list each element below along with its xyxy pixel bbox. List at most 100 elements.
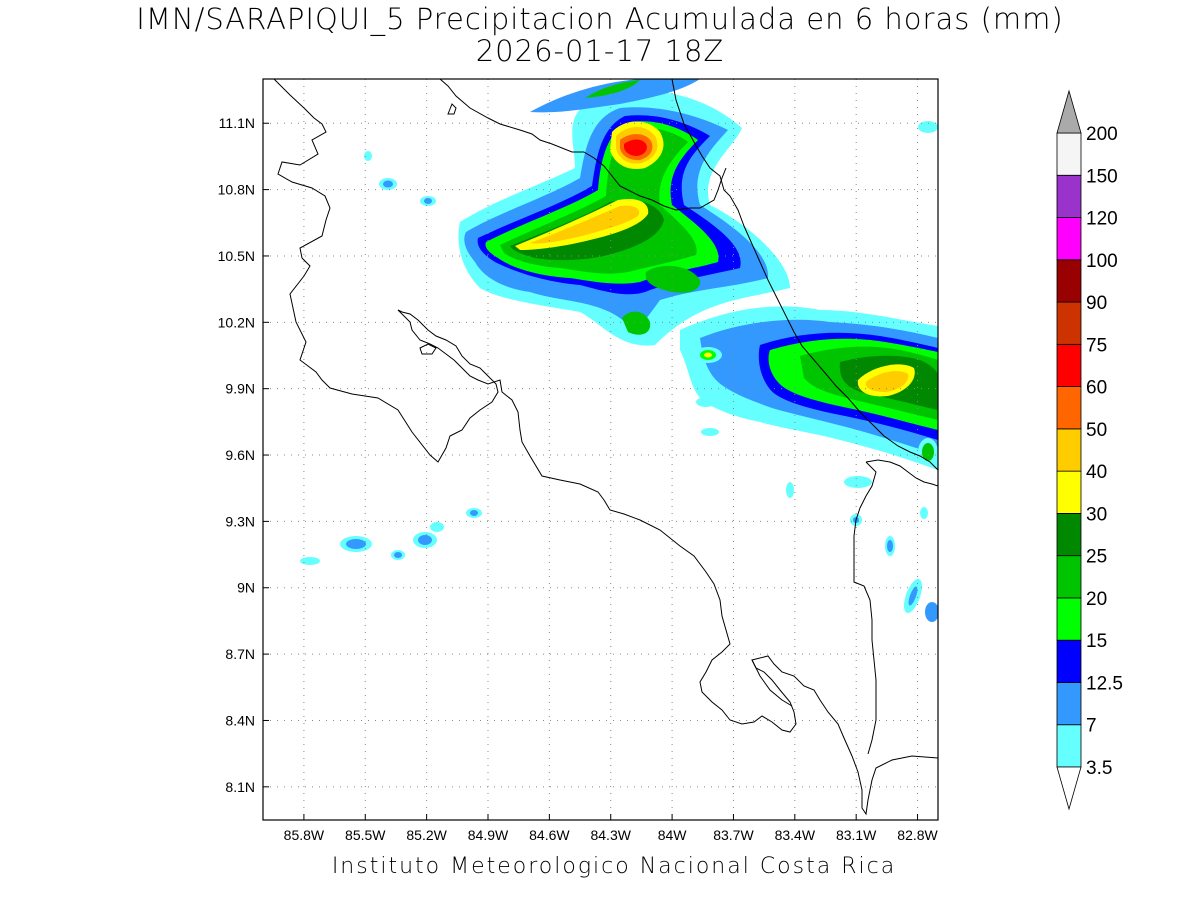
- precip-cell-small: [346, 539, 366, 549]
- lon-tick-label: 84.3W: [590, 827, 631, 843]
- lon-tick-label: 84W: [658, 827, 688, 843]
- colorbar-level-label: 3.5: [1086, 758, 1112, 779]
- plot-frame: [262, 78, 939, 821]
- precip-cell-small: [704, 352, 712, 358]
- colorbar-swatch: [1056, 597, 1082, 641]
- precip-cell-small: [786, 482, 794, 498]
- precip-cell-small: [430, 522, 444, 532]
- lon-tick-label: 85.2W: [406, 827, 447, 843]
- lat-tick-label: 8.1N: [225, 779, 255, 795]
- island-chira: [419, 343, 437, 355]
- colorbar-level-label: 75: [1086, 335, 1107, 356]
- colorbar-swatch: [1056, 174, 1082, 218]
- colorbar-level-label: 60: [1086, 378, 1107, 399]
- precip-cell-small: [696, 397, 716, 407]
- coastline-pacific-north: [273, 79, 499, 463]
- precip-cell-small: [844, 476, 872, 488]
- precip-cell-small: [887, 540, 893, 552]
- colorbar-level-label: 100: [1086, 251, 1118, 272]
- colorbar-level-label: 7: [1086, 716, 1097, 737]
- lon-tick-label: 83.7W: [713, 827, 754, 843]
- colorbar-swatch: [1056, 513, 1082, 557]
- border-cr-nicaragua: [583, 151, 727, 211]
- precip-pocket-east: [645, 265, 701, 293]
- precipitation-field: [300, 79, 938, 622]
- lat-tick-label: 9.6N: [225, 447, 255, 463]
- colorbar-swatch: [1056, 639, 1082, 683]
- colorbar-swatch: [1056, 470, 1082, 514]
- precip-cell-small: [922, 443, 934, 461]
- precip-cell-small: [364, 151, 372, 161]
- precip-cell-small: [470, 510, 478, 516]
- colorbar-level-label: 40: [1086, 462, 1107, 483]
- colorbar-level-label: 30: [1086, 504, 1107, 525]
- colorbar-level-label: 200: [1086, 124, 1118, 145]
- colorbar-swatch: [1056, 555, 1082, 599]
- map-subtitle-datetime: 2026-01-17 18Z: [475, 34, 725, 68]
- lat-tick-label: 8.4N: [225, 712, 255, 728]
- lon-tick-label: 82.8W: [897, 827, 938, 843]
- lon-tick-label: 83.4W: [775, 827, 816, 843]
- precip-cell-small: [925, 602, 938, 622]
- precip-region-top-strip: [530, 79, 700, 113]
- lat-tick-label: 9N: [237, 580, 255, 596]
- institution-credit: Instituto Meteorologico Nacional Costa R…: [331, 854, 897, 879]
- precip-region-north-40: [530, 205, 640, 244]
- colorbar-swatch: [1056, 682, 1082, 726]
- coastlines: [273, 79, 938, 816]
- colorbar-swatch: [1056, 724, 1082, 768]
- colorbar-level-label: 90: [1086, 293, 1107, 314]
- coastline-gulf-nicoya: [397, 309, 938, 816]
- lat-tick-label: 9.9N: [225, 381, 255, 397]
- precip-cell-small: [394, 552, 402, 558]
- lat-tick-label: 8.7N: [225, 646, 255, 662]
- precip-cell-small: [920, 507, 928, 519]
- precip-pocket-central: [622, 311, 651, 335]
- colorbar-level-label: 120: [1086, 209, 1118, 230]
- lon-tick-label: 85.5W: [345, 827, 386, 843]
- precip-cell-small: [383, 180, 393, 188]
- precip-cell-small: [918, 121, 938, 133]
- colorbar-level-label: 12.5: [1086, 673, 1123, 694]
- colorbar-swatch: [1056, 343, 1082, 388]
- coastline-caribbean: [671, 79, 938, 471]
- map-axes: 85.8W 85.5W 85.2W 84.9W 84.6W 84.3W 84W 83.7W 83…: [218, 115, 939, 843]
- lon-tick-label: 85.8W: [284, 827, 325, 843]
- colorbar-level-label: 20: [1086, 589, 1107, 610]
- lat-tick-label: 11.1N: [219, 115, 255, 131]
- lat-tick-label: 10.8N: [218, 182, 255, 198]
- lat-tick-label: 9.3N: [225, 513, 255, 529]
- colorbar: 3.5 7 12.5 15 20 25 30 40 50 60 75 90 100 120 150 200: [1056, 89, 1123, 811]
- border-cr-panama: [853, 461, 877, 755]
- colorbar-level-label: 25: [1086, 547, 1107, 568]
- lat-tick-label: 10.5N: [218, 248, 255, 264]
- colorbar-swatch: [1056, 301, 1082, 345]
- graticule: [263, 79, 938, 820]
- coastline-osa-inner: [751, 659, 793, 707]
- lon-tick-label: 84.6W: [529, 827, 570, 843]
- coastline-bocas: [865, 459, 938, 487]
- colorbar-extend-low: [1056, 766, 1082, 811]
- map-title: IMN/SARAPIQUI_5 Precipitacion Acumulada …: [136, 2, 1064, 36]
- colorbar-swatch: [1056, 217, 1082, 261]
- precip-cell-small: [300, 557, 320, 565]
- precip-cell-small: [908, 586, 918, 606]
- precip-core-north-60: [624, 139, 647, 156]
- precip-cell-small: [701, 428, 719, 436]
- colorbar-level-label: 15: [1086, 631, 1107, 652]
- colorbar-level-label: 150: [1086, 166, 1118, 187]
- precip-region-top-strip-15: [585, 80, 640, 98]
- lat-tick-label: 10.2N: [218, 314, 255, 330]
- colorbar-swatch: [1056, 386, 1082, 430]
- lon-tick-label: 83.1W: [836, 827, 877, 843]
- colorbar-swatch: [1056, 428, 1082, 472]
- precip-cell-small: [418, 535, 432, 545]
- colorbar-extend-high: [1056, 89, 1082, 134]
- island-ometepe: [447, 103, 457, 115]
- precip-cell-small: [424, 198, 432, 204]
- lon-tick-label: 84.9W: [468, 827, 509, 843]
- colorbar-swatch: [1056, 132, 1082, 176]
- colorbar-level-label: 50: [1086, 420, 1107, 441]
- precip-core-caribbean-40: [865, 371, 909, 392]
- colorbar-swatch: [1056, 259, 1082, 303]
